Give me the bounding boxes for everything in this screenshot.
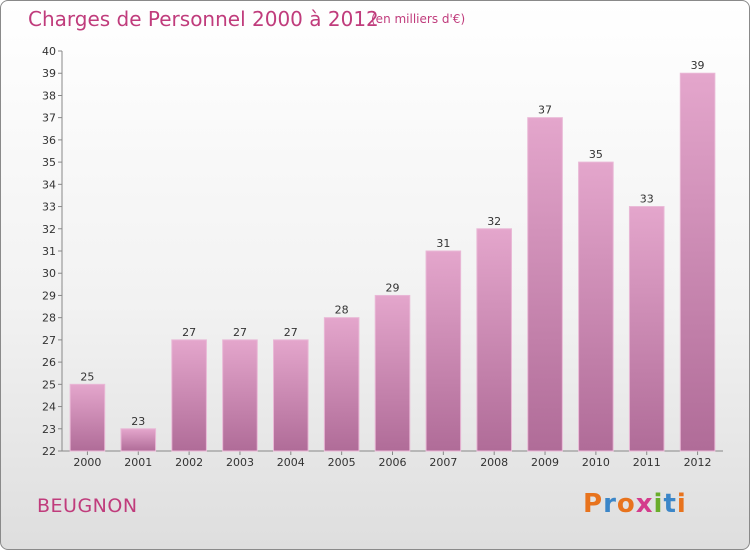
bar-value-label: 33 [640, 193, 654, 206]
bar-value-label: 35 [589, 148, 603, 161]
x-tick-label: 2008 [480, 456, 508, 469]
y-tick-label: 25 [42, 378, 56, 391]
logo-letter: i [653, 489, 664, 519]
bar-value-label: 27 [233, 326, 247, 339]
bar [323, 317, 360, 452]
x-tick-label: 2004 [277, 456, 305, 469]
bar-value-label: 27 [284, 326, 298, 339]
logo-letter: o [616, 489, 636, 519]
y-tick-label: 36 [42, 134, 56, 147]
bar [578, 161, 614, 452]
bar [120, 428, 157, 452]
y-tick-label: 37 [42, 112, 56, 125]
x-tick-label: 2003 [226, 456, 254, 469]
x-tick-label: 2000 [73, 456, 101, 469]
bar-value-label: 37 [538, 104, 552, 117]
logo-letter: x [635, 489, 654, 519]
bar [222, 339, 258, 452]
y-tick-label: 38 [42, 89, 56, 102]
y-tick-label: 35 [42, 156, 56, 169]
x-tick-label: 2002 [175, 456, 203, 469]
y-tick-label: 28 [42, 312, 56, 325]
logo-letter: r [603, 489, 617, 519]
y-tick-label: 34 [42, 178, 56, 191]
y-tick-label: 32 [42, 223, 56, 236]
bar [374, 294, 411, 452]
y-tick-label: 23 [42, 423, 56, 436]
chart-title: Charges de Personnel 2000 à 2012 [28, 7, 379, 31]
y-tick-label: 33 [42, 201, 56, 214]
bar [527, 117, 563, 452]
commune-name: BEUGNON [37, 495, 138, 517]
y-tick-label: 31 [42, 245, 56, 258]
bar [273, 339, 309, 452]
y-tick-label: 24 [42, 401, 56, 414]
x-tick-label: 2006 [379, 456, 407, 469]
y-tick-label: 29 [42, 289, 56, 302]
bar [171, 339, 207, 452]
bar [69, 383, 106, 452]
x-tick-label: 2005 [328, 456, 356, 469]
y-tick-label: 40 [42, 45, 56, 58]
x-tick-label: 2012 [684, 456, 712, 469]
y-tick-label: 22 [42, 445, 56, 458]
bar [476, 228, 512, 452]
bar-value-label: 27 [182, 326, 196, 339]
bar-value-label: 32 [487, 215, 501, 228]
logo-letter: i [676, 489, 687, 519]
bar-value-label: 29 [386, 281, 400, 294]
proxiti-logo[interactable]: Proxiti [583, 489, 687, 519]
bar-value-label: 31 [436, 237, 450, 250]
bar-value-label: 25 [80, 370, 94, 383]
bar [679, 72, 716, 452]
bar-value-label: 23 [131, 415, 145, 428]
y-tick-label: 30 [42, 267, 56, 280]
logo-letter: P [583, 489, 604, 519]
bar-value-label: 39 [691, 59, 705, 72]
y-tick-label: 27 [42, 334, 56, 347]
x-tick-label: 2010 [582, 456, 610, 469]
y-tick-label: 39 [42, 67, 56, 80]
y-tick-label: 26 [42, 356, 56, 369]
logo-letter: t [663, 489, 677, 519]
bar [628, 206, 665, 452]
x-tick-label: 2009 [531, 456, 559, 469]
x-tick-label: 2011 [633, 456, 661, 469]
chart-subtitle: (en milliers d'€) [371, 12, 466, 26]
x-tick-label: 2001 [124, 456, 152, 469]
x-tick-label: 2007 [429, 456, 457, 469]
bar [425, 250, 462, 452]
bar-value-label: 28 [335, 304, 349, 317]
